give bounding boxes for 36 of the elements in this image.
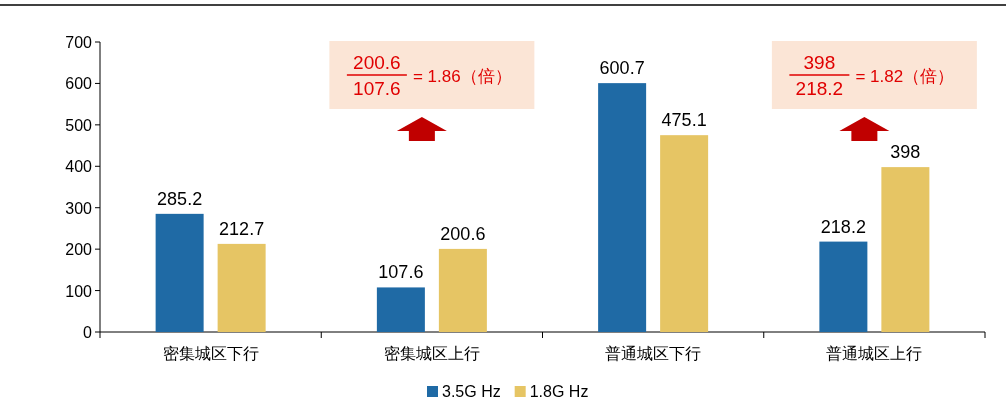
bar: [217, 243, 266, 332]
y-tick-label: 500: [65, 116, 93, 134]
bar: [660, 135, 709, 332]
legend-label: 1.8G Hz: [529, 383, 589, 400]
data-label: 600.7: [599, 58, 645, 79]
data-label: 107.6: [378, 262, 424, 283]
data-label: 475.1: [661, 110, 707, 131]
bar: [438, 248, 487, 332]
bar: [376, 287, 425, 332]
x-tick-label: 普通城区上行: [826, 345, 923, 362]
x-tick-label: 普通城区下行: [605, 345, 702, 362]
bar: [881, 167, 930, 332]
annotation: 398: [803, 52, 836, 73]
data-label: 285.2: [157, 188, 203, 209]
x-tick-label: 密集城区上行: [383, 345, 480, 362]
y-tick-label: 100: [65, 282, 93, 300]
bar: [155, 213, 204, 332]
annotation: 200.6: [353, 52, 401, 73]
y-tick-label: 0: [83, 324, 93, 341]
y-tick-label: 200: [65, 241, 93, 259]
y-tick-label: 600: [65, 75, 93, 93]
y-tick-label: 400: [65, 158, 93, 176]
annotation: 218.2: [795, 78, 844, 99]
annotation: = 1.86（倍）: [412, 67, 512, 86]
annotation: 107.6: [353, 78, 401, 99]
bar: [819, 241, 868, 332]
data-label: 398: [890, 142, 921, 163]
data-label: 200.6: [440, 223, 486, 244]
bar: [598, 83, 647, 332]
data-label: 212.7: [219, 218, 265, 239]
y-tick-label: 700: [65, 34, 93, 51]
x-tick-label: 密集城区下行: [162, 345, 259, 362]
legend-label: 3.5G Hz: [442, 383, 501, 400]
y-tick-label: 300: [65, 199, 93, 217]
annotation: = 1.82（倍）: [855, 67, 955, 86]
data-label: 218.2: [820, 216, 866, 237]
